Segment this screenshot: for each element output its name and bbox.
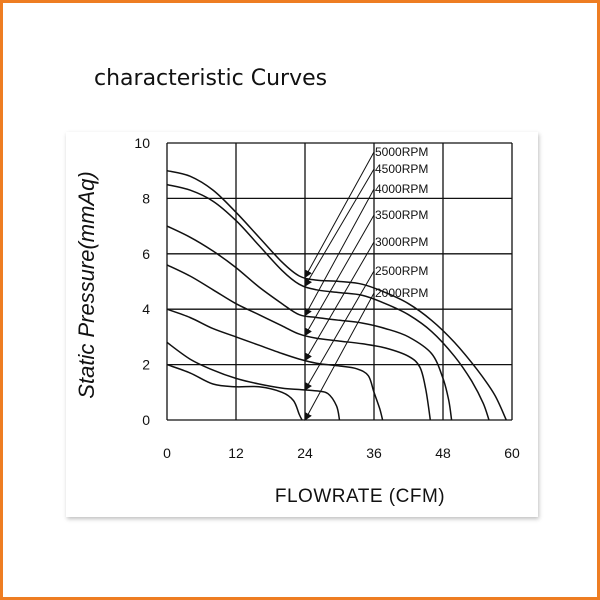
- leader-arrow: [304, 151, 375, 279]
- curve-2500rpm: [166, 341, 341, 421]
- x-tick-label: 60: [504, 445, 520, 461]
- legend-label-2000rpm: 2000RPM: [375, 286, 428, 300]
- leader-arrow: [304, 168, 375, 287]
- leader-arrow: [304, 292, 375, 421]
- x-tick-label: 36: [366, 445, 382, 461]
- leader-arrow: [304, 270, 375, 391]
- curve-3000rpm: [166, 308, 384, 421]
- x-tick-label: 0: [163, 445, 171, 461]
- page-heading: characteristic Curves: [94, 66, 328, 91]
- curve-5000rpm: [166, 169, 507, 421]
- y-tick-label: 8: [142, 190, 150, 206]
- y-tick-label: 4: [142, 301, 150, 317]
- curve-2000rpm: [166, 363, 303, 421]
- curve-3500rpm: [166, 264, 432, 421]
- x-tick-label: 24: [297, 445, 313, 461]
- y-tick-label: 10: [134, 135, 150, 151]
- leader-arrow: [304, 214, 375, 337]
- x-axis-label: FLOWRATE (CFM): [275, 486, 445, 507]
- y-tick-label: 6: [142, 246, 150, 262]
- legend-label-2500rpm: 2500RPM: [375, 264, 428, 278]
- curves: [166, 169, 507, 421]
- y-axis-label: Static Pressure(mmAq): [74, 171, 99, 398]
- chart-panel: [66, 132, 538, 517]
- curve-4000rpm: [166, 225, 453, 421]
- legend-label-3000rpm: 3000RPM: [375, 235, 428, 249]
- x-tick-label: 48: [435, 445, 451, 461]
- curve-4500rpm: [166, 183, 490, 421]
- x-tick-label: 12: [228, 445, 244, 461]
- legend: 5000RPM 4500RPM 4000RPM 3500RPM 3000RPM 2500R…: [375, 145, 428, 300]
- legend-label-5000rpm: 5000RPM: [375, 145, 428, 159]
- leader-arrow: [304, 241, 375, 362]
- legend-label-4000rpm: 4000RPM: [375, 182, 428, 196]
- legend-leaders: [304, 151, 375, 421]
- legend-label-4500rpm: 4500RPM: [375, 162, 428, 176]
- leader-arrow: [304, 188, 375, 317]
- legend-label-3500rpm: 3500RPM: [375, 208, 428, 222]
- y-tick-label: 0: [142, 412, 150, 428]
- y-tick-label: 2: [142, 357, 150, 373]
